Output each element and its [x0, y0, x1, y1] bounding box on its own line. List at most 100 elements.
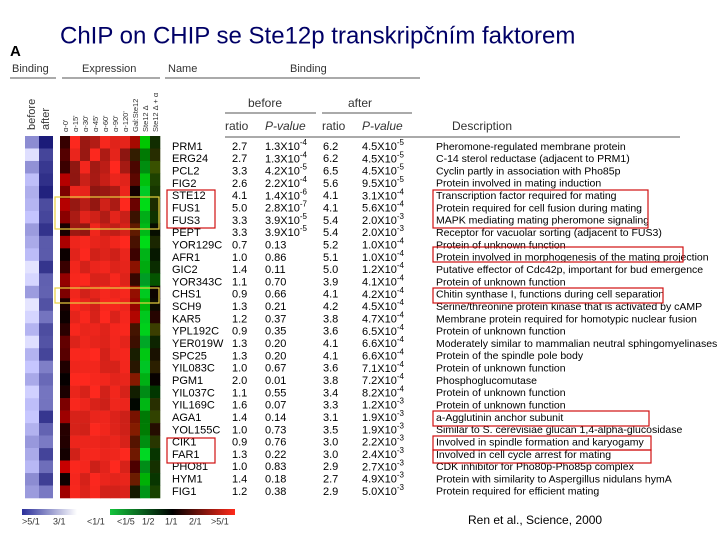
p-exponent: -4 [397, 187, 405, 196]
heat-cell [60, 260, 71, 274]
p-value: 1.0X10-4 [362, 237, 405, 252]
heat-cell [140, 136, 151, 149]
ratio-before: 1.4 [232, 474, 247, 486]
gene-name: PHO81 [172, 461, 208, 473]
heat-cell [39, 385, 53, 399]
ratio-after: 5.4 [323, 227, 338, 239]
heat-cell [60, 485, 71, 499]
description: Protein of unknown function [436, 363, 566, 375]
heat-cell [60, 385, 71, 399]
heat-cell [25, 410, 39, 424]
heat-cell [80, 235, 91, 249]
ratio-after: 5.0 [323, 264, 338, 276]
p-exponent: -4 [397, 274, 405, 283]
ratio-before: 5.0 [232, 203, 247, 215]
ratio-after: 5.6 [323, 178, 338, 190]
heat-cell [60, 285, 71, 299]
p-exponent: -3 [397, 409, 405, 418]
header: P-value [265, 119, 306, 133]
p-exponent: -4 [397, 385, 405, 394]
gene-name: FIG1 [172, 486, 196, 498]
p-value: 0.55 [265, 387, 286, 399]
heat-cell [150, 235, 161, 249]
p-base: 2.4X10 [362, 449, 397, 461]
p-value: 0.07 [265, 400, 286, 412]
heat-cell [25, 198, 39, 212]
heat-cell [100, 360, 111, 374]
heat-cell [60, 235, 71, 249]
heat-cell [90, 323, 101, 337]
p-value: 4.7X10-4 [362, 311, 405, 326]
heat-cell [120, 235, 131, 249]
p-value: 0.11 [265, 264, 286, 276]
heat-cell [110, 235, 121, 249]
gene-name: AGA1 [172, 412, 201, 424]
gene-name: YPL192C [172, 326, 219, 338]
heat-cell [110, 148, 121, 162]
p-exponent: -4 [397, 261, 405, 270]
ratio-after: 3.8 [323, 375, 338, 387]
heat-cell [90, 273, 101, 287]
column-label: α-90' [111, 115, 120, 132]
heat-cell [70, 298, 81, 312]
heat-cell [110, 185, 121, 199]
heat-cell [80, 210, 91, 224]
ratio-before: 1.3 [232, 449, 247, 461]
description: Protein required for efficient mating [436, 486, 599, 498]
heat-cell [90, 373, 101, 386]
p-value: 0.22 [265, 449, 286, 461]
heat-cell [130, 310, 141, 324]
heat-cell [110, 448, 121, 461]
ratio-after: 2.7 [323, 474, 338, 486]
heat-cell [25, 448, 39, 461]
heat-cell [60, 173, 71, 187]
heat-cell [110, 460, 121, 474]
ratio-after: 3.8 [323, 313, 338, 325]
p-value: 9.5X10-5 [362, 175, 405, 190]
ratio-before: 1.2 [232, 313, 247, 325]
heat-cell [120, 210, 131, 224]
heat-cell [110, 335, 121, 349]
heat-cell [100, 485, 111, 499]
p-value: 0.67 [265, 363, 286, 375]
heat-cell [25, 335, 39, 349]
p-base: 2.2X10 [362, 437, 397, 449]
heat-cell [90, 448, 101, 461]
heat-cell [90, 210, 101, 224]
heat-cell [80, 298, 91, 312]
heat-cell [150, 348, 161, 361]
heat-cell [25, 223, 39, 237]
heat-cell [70, 210, 81, 224]
heat-cell [140, 485, 151, 499]
heat-cell [140, 448, 151, 461]
p-value: 1.3X10-4 [265, 150, 308, 165]
gene-name: YOR343C [172, 276, 222, 288]
heat-cell [39, 335, 53, 349]
heat-cell [120, 485, 131, 499]
ratio-after: 6.2 [323, 153, 338, 165]
p-base: 1.0X10 [362, 239, 397, 251]
heat-cell [80, 348, 91, 361]
heat-cell [25, 323, 39, 337]
heat-cell [120, 273, 131, 287]
heat-cell [110, 423, 121, 436]
heat-cell [130, 235, 141, 249]
heat-cell [110, 385, 121, 399]
heat-cell [100, 185, 111, 199]
legend-label: >5/1 [22, 516, 40, 526]
gene-name: HYM1 [172, 474, 203, 486]
p-value: 0.21 [265, 301, 286, 313]
heat-cell [90, 485, 101, 499]
ratio-after: 6.2 [323, 141, 338, 153]
heat-cell [70, 148, 81, 162]
p-base: 3.9X10 [265, 215, 300, 227]
heat-cell [150, 136, 161, 149]
heat-cell [100, 285, 111, 299]
ratio-before: 1.3 [232, 301, 247, 313]
heat-cell [130, 485, 141, 499]
heat-cell [120, 285, 131, 299]
heat-cell [120, 173, 131, 187]
heat-cell [150, 210, 161, 224]
p-value: 3.9X10-5 [265, 224, 308, 239]
ratio-before: 1.0 [232, 252, 247, 264]
